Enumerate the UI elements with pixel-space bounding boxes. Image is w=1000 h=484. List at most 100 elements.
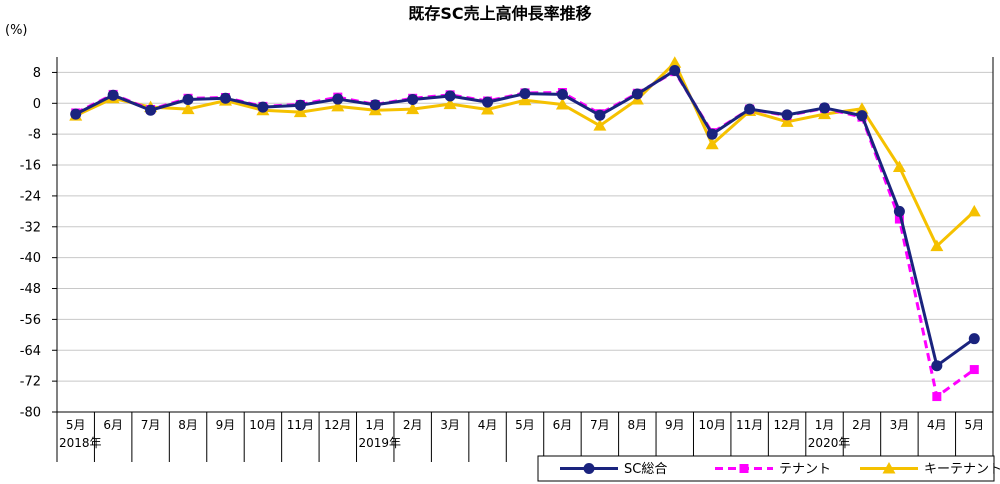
data-point	[669, 65, 681, 77]
x-tick-label: 12月	[773, 418, 800, 432]
x-tick-label: 1月	[365, 418, 385, 432]
data-point	[819, 102, 831, 114]
x-tick-label: 10月	[699, 418, 726, 432]
y-tick-label: -16	[20, 159, 41, 174]
x-axis-ticks: 5月 6月 7月 8月 9月 10月 11月 12月 1月 2月 3月 4月 5月 6月 7月 8月 9月 10月…	[59, 418, 984, 450]
data-point	[70, 108, 82, 120]
data-point	[705, 137, 719, 150]
data-point	[182, 93, 194, 105]
y-tick-label: -56	[20, 313, 41, 328]
series-line	[75, 69, 976, 368]
series-2	[69, 56, 981, 252]
x-tick-label: 9月	[665, 418, 685, 432]
x-tick-label: 9月	[216, 418, 236, 432]
series-line	[75, 70, 976, 399]
y-tick-label: -40	[20, 251, 41, 266]
data-point	[555, 97, 569, 110]
legend: SC総合 テナント キーテナント	[537, 455, 1000, 482]
data-point	[931, 360, 943, 372]
x-tick-label: 2月	[403, 418, 423, 432]
legend-marker	[583, 463, 595, 474]
y-tick-label: -24	[20, 189, 41, 204]
data-point	[968, 333, 980, 345]
x-tick-label: 1月	[815, 418, 835, 432]
x-tick-label: 4月	[927, 418, 947, 432]
data-point	[930, 239, 944, 252]
data-point	[856, 110, 868, 122]
chart-title: 既存SC売上高伸長率推移	[408, 4, 591, 23]
data-point	[668, 56, 682, 68]
data-point	[631, 88, 643, 100]
x-tick-label: 5月	[964, 418, 984, 432]
y-tick-label: -8	[28, 128, 41, 143]
data-point	[855, 102, 869, 114]
data-point	[407, 93, 419, 105]
data-point	[781, 109, 793, 121]
x-tick-label: 12月	[324, 418, 351, 432]
x-tick-label: 3月	[440, 418, 460, 432]
x-year-label: 2020年	[808, 436, 851, 450]
data-point	[107, 89, 119, 101]
legend-label: SC総合	[624, 462, 667, 477]
data-point	[294, 99, 306, 111]
x-tick-label: 7月	[141, 418, 161, 432]
series-0	[70, 65, 980, 372]
data-point	[892, 160, 906, 172]
legend-marker	[882, 462, 896, 474]
x-tick-label: 11月	[287, 418, 314, 432]
legend-marker	[739, 464, 749, 473]
x-tick-label: 3月	[890, 418, 910, 432]
data-point	[257, 101, 269, 113]
data-point	[145, 104, 157, 116]
x-tick-label: 5月	[515, 418, 535, 432]
data-point	[593, 119, 607, 131]
x-tick-label: 7月	[590, 418, 610, 432]
x-tick-label: 6月	[103, 418, 123, 432]
data-point	[331, 99, 345, 112]
data-point	[518, 93, 532, 106]
y-tick-label: 8	[33, 66, 41, 81]
data-point	[556, 88, 568, 100]
data-point	[293, 105, 307, 118]
axes	[52, 57, 994, 462]
data-point	[481, 102, 495, 115]
data-point	[932, 392, 942, 402]
x-tick-label: 5月	[66, 418, 86, 432]
y-tick-label: -32	[20, 220, 41, 235]
x-tick-label: 2月	[852, 418, 872, 432]
x-tick-label: 8月	[627, 418, 647, 432]
x-tick-label: 11月	[736, 418, 763, 432]
x-year-label: 2018年	[59, 436, 102, 450]
data-point	[519, 88, 531, 100]
data-point	[482, 96, 494, 108]
data-point	[967, 204, 981, 217]
x-tick-label: 10月	[249, 418, 276, 432]
series-group	[69, 56, 981, 402]
data-point	[780, 115, 794, 127]
data-point	[706, 128, 718, 140]
y-tick-label: -72	[20, 375, 41, 390]
x-tick-label: 8月	[178, 418, 198, 432]
x-tick-label: 6月	[553, 418, 573, 432]
data-point	[332, 93, 344, 105]
gridlines	[57, 71, 993, 413]
data-point	[894, 214, 904, 224]
x-tick-label: 4月	[478, 418, 498, 432]
data-point	[744, 103, 756, 115]
data-point	[443, 97, 457, 110]
data-point	[893, 205, 905, 217]
data-point	[369, 99, 381, 111]
series-1	[71, 67, 979, 402]
data-point	[406, 102, 420, 115]
data-point	[444, 90, 456, 102]
x-year-label: 2019年	[359, 436, 402, 450]
y-tick-label: -48	[20, 282, 41, 297]
y-tick-label: -80	[20, 406, 41, 421]
y-tick-label: 0	[33, 97, 41, 112]
data-point	[594, 109, 606, 121]
legend-label: テナント	[779, 462, 831, 477]
legend-label: キーテナント	[924, 462, 1000, 477]
y-tick-label: -64	[20, 344, 41, 359]
y-axis-label: (%)	[5, 23, 28, 38]
